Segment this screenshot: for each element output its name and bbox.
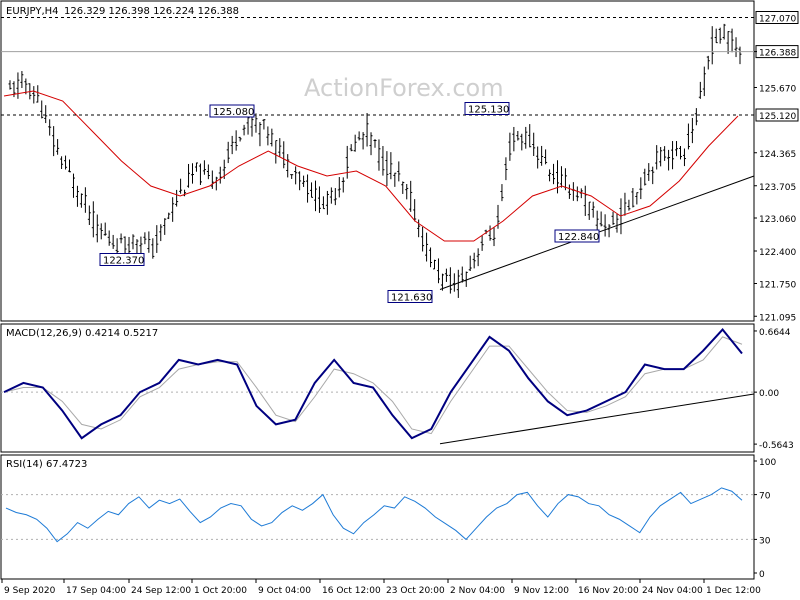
rsi-line <box>5 487 743 543</box>
macd-title: MACD(12,26,9) 0.4214 0.5217 <box>6 328 158 339</box>
x-tick-label: 9 Oct 04:00 <box>258 586 311 596</box>
moving-average <box>3 90 739 242</box>
x-tick-label: 24 Sep 12:00 <box>131 586 191 596</box>
macd-panel-frame <box>0 323 755 453</box>
macd-lines <box>1 327 754 440</box>
rsi-lines <box>1 487 754 543</box>
axis-labels: 126.388 125.670 124.365 123.705 123.060 122.4… <box>1 11 799 596</box>
price-ohlc: 126.329 126.398 126.224 126.388 <box>64 6 239 17</box>
x-tick-label: 1 Dec 12:00 <box>706 586 761 596</box>
x-tick-label: 16 Nov 20:00 <box>578 586 639 596</box>
x-tick-label: 2 Nov 04:00 <box>450 586 505 596</box>
price-annotation-label: 121.630 <box>391 293 432 304</box>
rsi-y-tick-label: 70 <box>759 492 771 502</box>
x-tick-label: 23 Oct 20:00 <box>386 586 445 596</box>
price-annotations: 122.370 125.080 125.130 121.630 122.840 <box>99 102 600 304</box>
level-value-label: 127.070 <box>759 15 796 25</box>
macd-support-trendline <box>439 393 755 445</box>
price-annotation-box <box>99 253 145 266</box>
x-tick-label: 17 Sep 04:00 <box>66 586 126 596</box>
level-value-label: 125.120 <box>759 112 796 122</box>
price-y-tick-label: 121.095 <box>759 313 796 323</box>
x-tick-label: 1 Oct 20:00 <box>194 586 247 596</box>
rsi-title: RSI(14) 67.4723 <box>6 459 87 470</box>
level-value-box <box>755 11 799 24</box>
watermark: ActionForex.com <box>304 74 504 102</box>
rsi-y-tick-label: 100 <box>759 458 776 468</box>
x-tick-label: 16 Oct 12:00 <box>322 586 381 596</box>
price-annotation-label: 125.080 <box>213 107 254 118</box>
price-y-tick-label: 121.750 <box>759 281 796 291</box>
price-panel-frame <box>0 0 755 322</box>
price-y-tick-label: 122.400 <box>759 248 796 258</box>
x-tick-label: 24 Nov 04:00 <box>642 586 703 596</box>
price-annotation-box <box>554 229 600 243</box>
price-annotation-box <box>464 102 510 115</box>
macd-y-tick-label: 0.6644 <box>759 328 791 338</box>
horizontal-levels <box>1 17 754 116</box>
rsi-y-tick-label: 0 <box>759 570 765 580</box>
price-y-tick-label: 124.365 <box>759 150 796 160</box>
price-annotation-box <box>387 290 433 303</box>
macd-line <box>3 327 743 440</box>
rsi-y-tick-label: 30 <box>759 536 771 546</box>
price-annotation-box <box>209 104 255 118</box>
price-annotation-label: 122.370 <box>103 256 144 267</box>
macd-y-tick-label: -0.5643 <box>759 441 794 451</box>
price-title: EURJPY,H4 <box>6 6 59 17</box>
x-tick-label: 9 Nov 12:00 <box>514 586 569 596</box>
moving-average-line <box>3 90 739 242</box>
price-y-tick-label: 123.705 <box>759 183 796 193</box>
rsi-panel-frame <box>0 454 755 580</box>
price-y-tick-label: 123.060 <box>759 215 796 225</box>
price-annotation-label: 122.840 <box>558 232 599 243</box>
macd-signal-line <box>3 336 743 435</box>
price-y-tick-label: 125.670 <box>759 85 796 95</box>
x-tick-label: 9 Sep 2020 <box>4 586 56 596</box>
level-value-box <box>755 108 799 122</box>
macd-y-tick-label: 0.00 <box>759 389 779 399</box>
price-bars <box>8 23 742 298</box>
price-annotation-label: 125.130 <box>468 105 509 116</box>
price-y-tick-label: 126.388 <box>759 49 796 59</box>
